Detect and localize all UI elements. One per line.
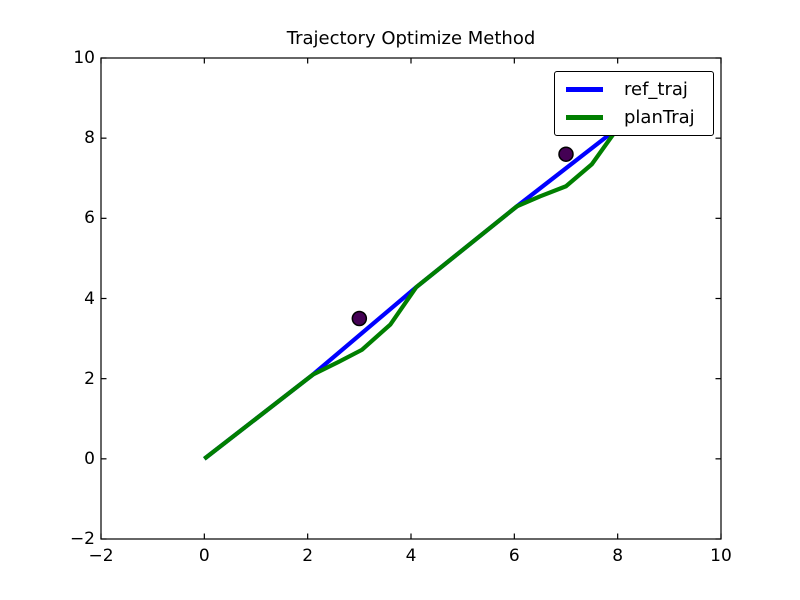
- y-tick-label: 4: [84, 288, 95, 309]
- legend: ref_traj planTraj: [554, 71, 714, 136]
- legend-label-ref-traj: ref_traj: [624, 79, 688, 101]
- plot-title: Trajectory Optimize Method: [286, 28, 536, 49]
- x-tick-label: 6: [508, 546, 520, 566]
- plan-traj-line-swatch: [566, 114, 603, 120]
- x-tick-label: 0: [198, 546, 210, 566]
- x-tick-label: 4: [405, 546, 417, 566]
- y-tick-label: 6: [84, 208, 95, 229]
- y-tick-label: 8: [84, 128, 95, 149]
- legend-item-ref-traj: ref_traj: [555, 79, 713, 100]
- ref-traj-line-swatch: [566, 87, 603, 93]
- x-tick-label: 10: [710, 546, 732, 566]
- y-tick-label: −2: [69, 529, 95, 549]
- x-tick-label: −2: [88, 546, 114, 566]
- y-tick-label: 0: [84, 448, 95, 469]
- y-tick-label: 2: [84, 368, 95, 389]
- legend-item-plan-traj: planTraj: [555, 107, 713, 128]
- x-tick-label: 8: [612, 546, 624, 566]
- legend-label-plan-traj: planTraj: [624, 106, 695, 128]
- y-tick-label: 10: [73, 48, 95, 68]
- x-tick-label: 2: [302, 546, 314, 566]
